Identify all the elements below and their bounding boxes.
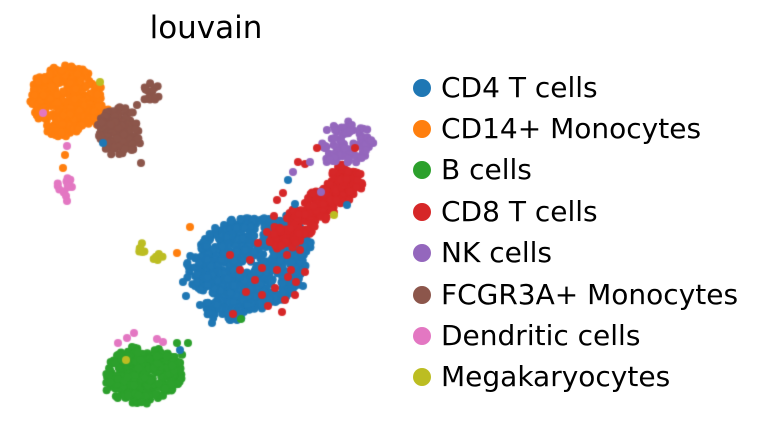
legend-item-fcgr3a-monocytes: FCGR3A+ Monocytes xyxy=(413,274,738,315)
legend-item-cd8-t-cells: CD8 T cells xyxy=(413,191,738,232)
legend: CD4 T cells CD14+ Monocytes B cells CD8 … xyxy=(413,67,738,398)
legend-swatch xyxy=(413,120,431,139)
legend-swatch xyxy=(413,244,431,263)
legend-label: FCGR3A+ Monocytes xyxy=(441,277,739,311)
legend-label: CD4 T cells xyxy=(441,70,598,104)
legend-swatch xyxy=(413,327,431,346)
legend-item-b-cells: B cells xyxy=(413,150,738,191)
legend-label: CD8 T cells xyxy=(441,194,598,228)
legend-label: B cells xyxy=(441,153,532,187)
legend-swatch xyxy=(413,161,431,180)
legend-item-cd4-t-cells: CD4 T cells xyxy=(413,67,738,108)
legend-swatch xyxy=(413,202,431,221)
legend-swatch xyxy=(413,78,431,97)
legend-label: NK cells xyxy=(441,236,552,270)
legend-label: CD14+ Monocytes xyxy=(441,112,702,146)
legend-swatch xyxy=(413,285,431,304)
legend-item-nk-cells: NK cells xyxy=(413,233,738,274)
legend-swatch xyxy=(413,368,431,387)
legend-item-cd14-monocytes: CD14+ Monocytes xyxy=(413,108,738,149)
legend-item-megakaryocytes: Megakaryocytes xyxy=(413,357,738,398)
legend-label: Megakaryocytes xyxy=(441,360,671,394)
legend-label: Dendritic cells xyxy=(441,319,641,353)
plot-title: louvain xyxy=(149,10,263,46)
legend-item-dendritic-cells: Dendritic cells xyxy=(413,315,738,356)
